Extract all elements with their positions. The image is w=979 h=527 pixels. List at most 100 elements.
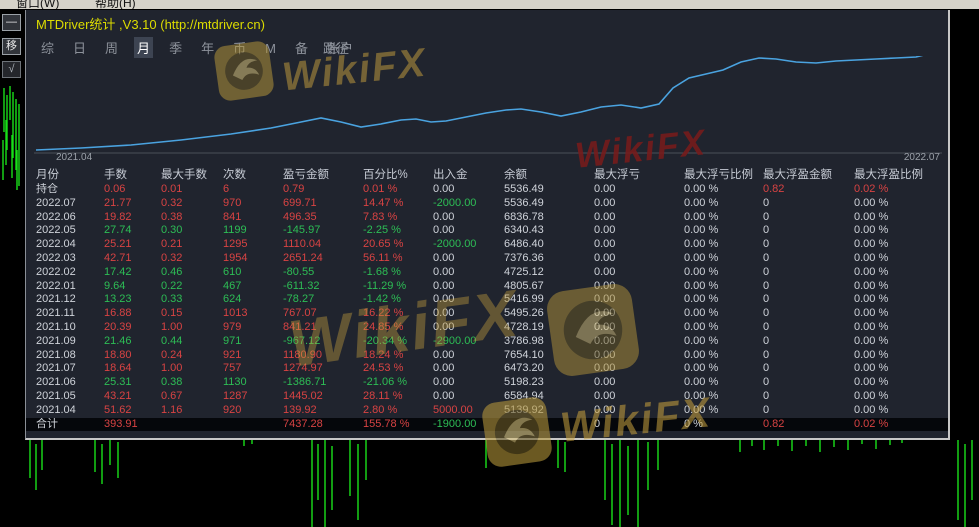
cell: 0.15 [161, 307, 183, 320]
menu-tab-日[interactable]: 日 [73, 41, 87, 56]
table-row[interactable]: 2021.11 16.88 0.15 1013 767.07 16.22 % 0.00 549… [26, 307, 948, 321]
cell: 0.00 % [684, 348, 719, 361]
table-total-row[interactable]: 合计 393.91 7437.28 155.78 % -1900.00 0 0 % 0.82 0… [26, 417, 948, 432]
table-row[interactable]: 2021.05 43.21 0.67 1287 1445.02 28.11 % 0.00 65… [26, 390, 948, 404]
menu-tab-季[interactable]: 季 [169, 41, 183, 56]
cell: 0.00 % [684, 210, 719, 223]
cell: 0.82 [753, 417, 844, 432]
column-header: 盈亏金额 [283, 169, 329, 181]
cell: 699.71 [283, 196, 317, 209]
cell: 0.00 % [854, 293, 889, 306]
table-row[interactable]: 2022.01 9.64 0.22 467 -611.32 -11.29 % 0.00 480… [26, 280, 948, 294]
period-menu: 综 日 周月季 年 币 M 备 账户 [38, 37, 369, 58]
menu-path[interactable]: 路径 [323, 41, 350, 56]
table-row[interactable]: 2021.08 18.80 0.24 921 1180.90 18.24 % 0.00 765… [26, 349, 948, 363]
cell: 0.30 [161, 224, 183, 237]
cell: 51.62 [104, 403, 132, 416]
cell: 5536.49 [504, 196, 544, 209]
cell: -1386.71 [283, 376, 327, 389]
cell: 4725.12 [504, 265, 544, 278]
cell: 0.32 [161, 196, 183, 209]
cell: -145.97 [283, 224, 321, 237]
cell: 0.00 % [684, 376, 719, 389]
table-row[interactable]: 2021.04 51.62 1.16 920 139.92 2.80 % 5000.00 51… [26, 404, 948, 418]
cell: 14.47 % [363, 196, 404, 209]
equity-curve-chart [34, 56, 942, 154]
table-row[interactable]: 2021.06 25.31 0.38 1130 -1386.71 -21.06 % 0.00… [26, 376, 948, 390]
cell: 0 [763, 403, 770, 416]
cell: 0 [763, 376, 770, 389]
cell: 20.65 % [363, 238, 404, 251]
cell: 0.00 [594, 238, 616, 251]
cell: 合计 [26, 417, 94, 432]
cell: 0.02 % [854, 183, 889, 195]
cell: 0 [763, 196, 770, 209]
move-button[interactable]: 移 [2, 38, 21, 55]
cell: 0.00 % [854, 251, 889, 264]
column-header: 百分比% [363, 169, 408, 181]
column-header: 月份 [36, 169, 59, 181]
cell: 0.00 % [684, 334, 719, 347]
cell: 1.00 [161, 362, 183, 375]
cell: 3786.98 [504, 334, 544, 347]
minimize-panel-button[interactable]: — [2, 14, 21, 31]
menu-tab-综[interactable]: 综 [41, 41, 55, 56]
menu-window[interactable]: 窗口(W) [16, 0, 60, 9]
cell: 467 [223, 279, 242, 292]
table-row[interactable]: 2021.10 20.39 1.00 979 841.21 24.85 % 0.00 4728… [26, 321, 948, 335]
cell: 0.00 [433, 293, 455, 306]
cell: 0.00 [594, 279, 616, 292]
cell: 6836.78 [504, 210, 544, 223]
cell: 0.00 [594, 196, 616, 209]
menu-tab-年[interactable]: 年 [201, 41, 215, 56]
cell: 0.00 % [854, 334, 889, 347]
cell: 2021.06 [36, 376, 76, 389]
cell: -967.12 [283, 334, 321, 347]
column-header: 最大浮盈比例 [854, 169, 923, 181]
cell: 624 [223, 293, 242, 306]
cell: 19.82 [104, 210, 132, 223]
cell: -2000.00 [433, 238, 477, 251]
cell: 979 [223, 320, 242, 333]
cell: 7376.36 [504, 251, 544, 264]
cell: 2022.04 [36, 238, 76, 251]
cell: 5536.49 [504, 183, 544, 195]
cell: 5000.00 [433, 403, 473, 416]
table-row[interactable]: 2022.06 19.82 0.38 841 496.35 7.83 % 0.00 6836.… [26, 211, 948, 225]
menu-tab-月[interactable]: 月 [134, 37, 154, 58]
cell: 1.16 [161, 403, 183, 416]
table-row[interactable]: 持仓 0.06 0.01 6 0.79 0.01 % 0.00 5536.49 0.00 0.00… [26, 183, 948, 197]
cell: 5416.99 [504, 293, 544, 306]
cell: 20.39 [104, 320, 132, 333]
cell: 0.01 [161, 183, 183, 195]
table-row[interactable]: 2022.05 27.74 0.30 1199 -145.97 -2.25 % 0.00 63… [26, 224, 948, 238]
cell: 921 [223, 348, 242, 361]
table-row[interactable]: 2021.09 21.46 0.44 971 -967.12 -20.34 % -2900.… [26, 335, 948, 349]
table-row[interactable]: 2022.04 25.21 0.21 1295 1110.04 20.65 % -2000.… [26, 238, 948, 252]
menu-tab-备[interactable]: 备 [294, 41, 308, 56]
cell: 0.00 % [854, 320, 889, 333]
table-row[interactable]: 2022.07 21.77 0.32 970 699.71 14.47 % -2000.00… [26, 197, 948, 211]
cell: 0 [584, 417, 674, 432]
cell: 0.00 [594, 334, 616, 347]
table-row[interactable]: 2021.07 18.64 1.00 757 1274.97 24.53 % 0.00 647… [26, 362, 948, 376]
cell: 0.00 [594, 403, 616, 416]
table-row[interactable]: 2022.02 17.42 0.46 610 -80.55 -1.68 % 0.00 4725… [26, 266, 948, 280]
table-header-row[interactable]: 月份 手数 最大手数 次数 盈亏金额 百分比% 出入金 余额 最大浮亏 最大浮亏比例 最大浮盈金额 最… [26, 168, 948, 183]
menu-tab-账户[interactable]: 账户 [326, 41, 353, 56]
cell: 9.64 [104, 279, 126, 292]
cell: 0.00 % [854, 362, 889, 375]
menu-tab-M[interactable]: M [265, 41, 276, 56]
cell: 0 [763, 348, 770, 361]
menu-tab-周[interactable]: 周 [105, 41, 119, 56]
cell: 0.00 % [854, 348, 889, 361]
table-row[interactable]: 2021.12 13.23 0.33 624 -78.27 -1.42 % 0.00 5416… [26, 293, 948, 307]
check-button[interactable]: √ [2, 61, 21, 78]
cell: 0.00 % [854, 224, 889, 237]
menu-help[interactable]: 帮助(H) [95, 0, 136, 9]
menu-tab-币[interactable]: 币 [233, 41, 247, 56]
cell: 0.00 [594, 376, 616, 389]
cell: 0 [763, 210, 770, 223]
table-row[interactable]: 2022.03 42.71 0.32 1954 2651.24 56.11 % 0.00 73… [26, 252, 948, 266]
column-header: 余额 [504, 169, 527, 181]
